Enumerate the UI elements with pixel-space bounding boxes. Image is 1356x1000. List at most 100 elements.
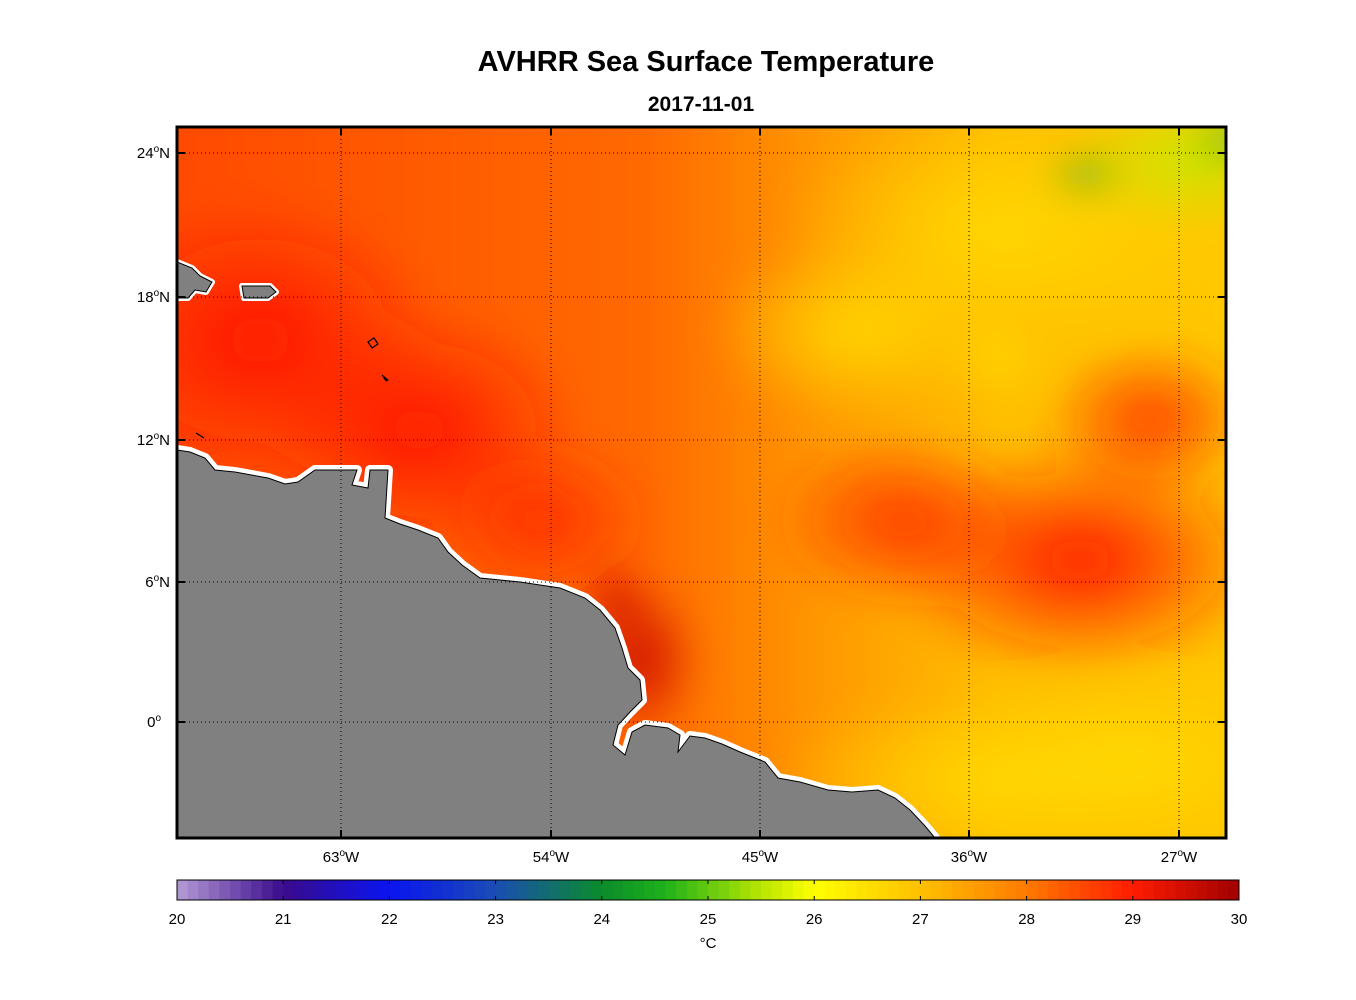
colorbar-segment (633, 880, 645, 900)
colorbar-segment (1111, 880, 1123, 900)
colorbar-segment (1122, 880, 1134, 900)
colorbar-unit-label: °C (700, 935, 717, 952)
colorbar-tick-label: 20 (169, 911, 186, 928)
colorbar-segment (1037, 880, 1049, 900)
colorbar-segment (1026, 880, 1038, 900)
colorbar-segment (527, 880, 539, 900)
colorbar: 20 21 22 23 24 25 26 27 28 29 30 °C (169, 879, 1248, 952)
colorbar-segment (272, 880, 284, 900)
colorbar-segment (208, 880, 220, 900)
colorbar-segment (824, 880, 836, 900)
colorbar-segment (1228, 880, 1240, 900)
sst-field (177, 127, 1226, 838)
colorbar-segment (325, 880, 337, 900)
colorbar-segment (856, 880, 868, 900)
lat-label-0: 0o (147, 713, 161, 731)
colorbar-segment (315, 880, 327, 900)
colorbar-segment (591, 880, 603, 900)
colorbar-segment (474, 880, 486, 900)
colorbar-tick-label: 30 (1231, 911, 1248, 928)
colorbar-segment (400, 880, 412, 900)
colorbar-segment (484, 880, 497, 900)
colorbar-tick-label: 23 (487, 911, 504, 928)
colorbar-segment (1058, 880, 1070, 900)
colorbar-segment (304, 880, 316, 900)
colorbar-segment (686, 880, 698, 900)
longitude-labels: 63oW 54oW 45oW 36oW 27oW (323, 848, 1198, 866)
lon-label-54: 54oW (533, 848, 570, 866)
colorbar-segment (761, 880, 773, 900)
map-frame (175, 125, 1228, 840)
colorbar-segment (941, 880, 953, 900)
lat-label-12: 12oN (137, 431, 170, 449)
colorbar-segment (877, 880, 890, 900)
colorbar-segment (623, 880, 635, 900)
colorbar-segment (803, 880, 815, 900)
colorbar-segment (336, 880, 348, 900)
colorbar-segment (463, 880, 475, 900)
colorbar-tick-labels: 20 21 22 23 24 25 26 27 28 29 30 (169, 911, 1248, 928)
colorbar-segment (442, 880, 454, 900)
colorbar-segment (368, 880, 380, 900)
island-martinique (381, 374, 389, 382)
lon-label-45: 45oW (742, 848, 779, 866)
colorbar-segment (771, 880, 783, 900)
colorbar-segment (665, 880, 677, 900)
colorbar-segment (899, 880, 911, 900)
colorbar-segment (1005, 880, 1017, 900)
colorbar-segment (538, 880, 550, 900)
island-grenada (195, 432, 205, 439)
island-guadeloupe (367, 337, 379, 349)
colorbar-segment (846, 880, 858, 900)
colorbar-segment (994, 880, 1006, 900)
colorbar-segment (431, 880, 443, 900)
colorbar-segment (867, 880, 879, 900)
colorbar-segment (198, 880, 210, 900)
colorbar-tick-label: 28 (1018, 911, 1035, 928)
colorbar-tick-label: 27 (912, 911, 929, 928)
colorbar-segment (346, 880, 359, 900)
colorbar-segment (389, 880, 401, 900)
colorbar-segment (1207, 880, 1219, 900)
colorbar-tick-label: 21 (275, 911, 292, 928)
map-title: AVHRR Sea Surface Temperature (477, 46, 935, 78)
colorbar-segment (421, 880, 433, 900)
colorbar-segment (739, 880, 751, 900)
colorbar-segment (283, 880, 295, 900)
colorbar-segment (952, 880, 964, 900)
colorbar-tick-label: 29 (1124, 911, 1141, 928)
colorbar-segment (909, 880, 921, 900)
colorbar-tick-label: 25 (700, 911, 717, 928)
colorbar-tick-label: 22 (381, 911, 398, 928)
colorbar-segment (644, 880, 656, 900)
colorbar-segment (962, 880, 974, 900)
colorbar-segment (654, 880, 667, 900)
colorbar-segment (410, 880, 422, 900)
colorbar-tick-label: 26 (806, 911, 823, 928)
colorbar-segment (251, 880, 263, 900)
map-subtitle: 2017-11-01 (647, 93, 755, 116)
colorbar-segment (718, 880, 730, 900)
lat-label-6: 6oN (145, 573, 170, 591)
lon-label-27: 27oW (1161, 848, 1198, 866)
colorbar-segment (548, 880, 560, 900)
colorbar-segment (219, 880, 231, 900)
colorbar-segment (453, 880, 465, 900)
colorbar-tick-label: 24 (593, 911, 610, 928)
colorbar-segment (240, 880, 252, 900)
lat-label-24: 24oN (137, 144, 170, 162)
colorbar-segment (1143, 880, 1155, 900)
colorbar-segment (187, 880, 199, 900)
island-puerto-rico-outline (241, 285, 277, 299)
colorbar-segment (1100, 880, 1113, 900)
colorbar-segment (973, 880, 985, 900)
colorbar-segment (1047, 880, 1059, 900)
colorbar-segment (1154, 880, 1166, 900)
colorbar-segment (1164, 880, 1176, 900)
colorbar-segment (1069, 880, 1081, 900)
colorbar-segment (697, 880, 709, 900)
colorbar-segment (814, 880, 826, 900)
colorbar-segment (559, 880, 571, 900)
lon-label-36: 36oW (951, 848, 988, 866)
